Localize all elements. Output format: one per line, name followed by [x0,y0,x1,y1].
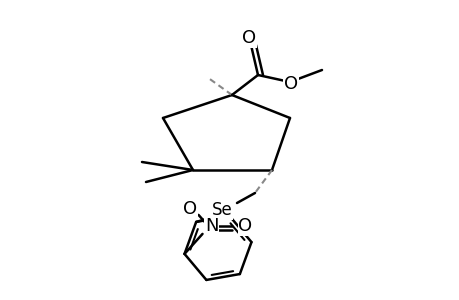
Text: N: N [204,217,218,235]
Text: O: O [183,200,197,218]
Text: Se: Se [211,201,232,219]
Text: O: O [241,29,256,47]
Text: O: O [238,217,252,235]
Text: O: O [283,75,297,93]
